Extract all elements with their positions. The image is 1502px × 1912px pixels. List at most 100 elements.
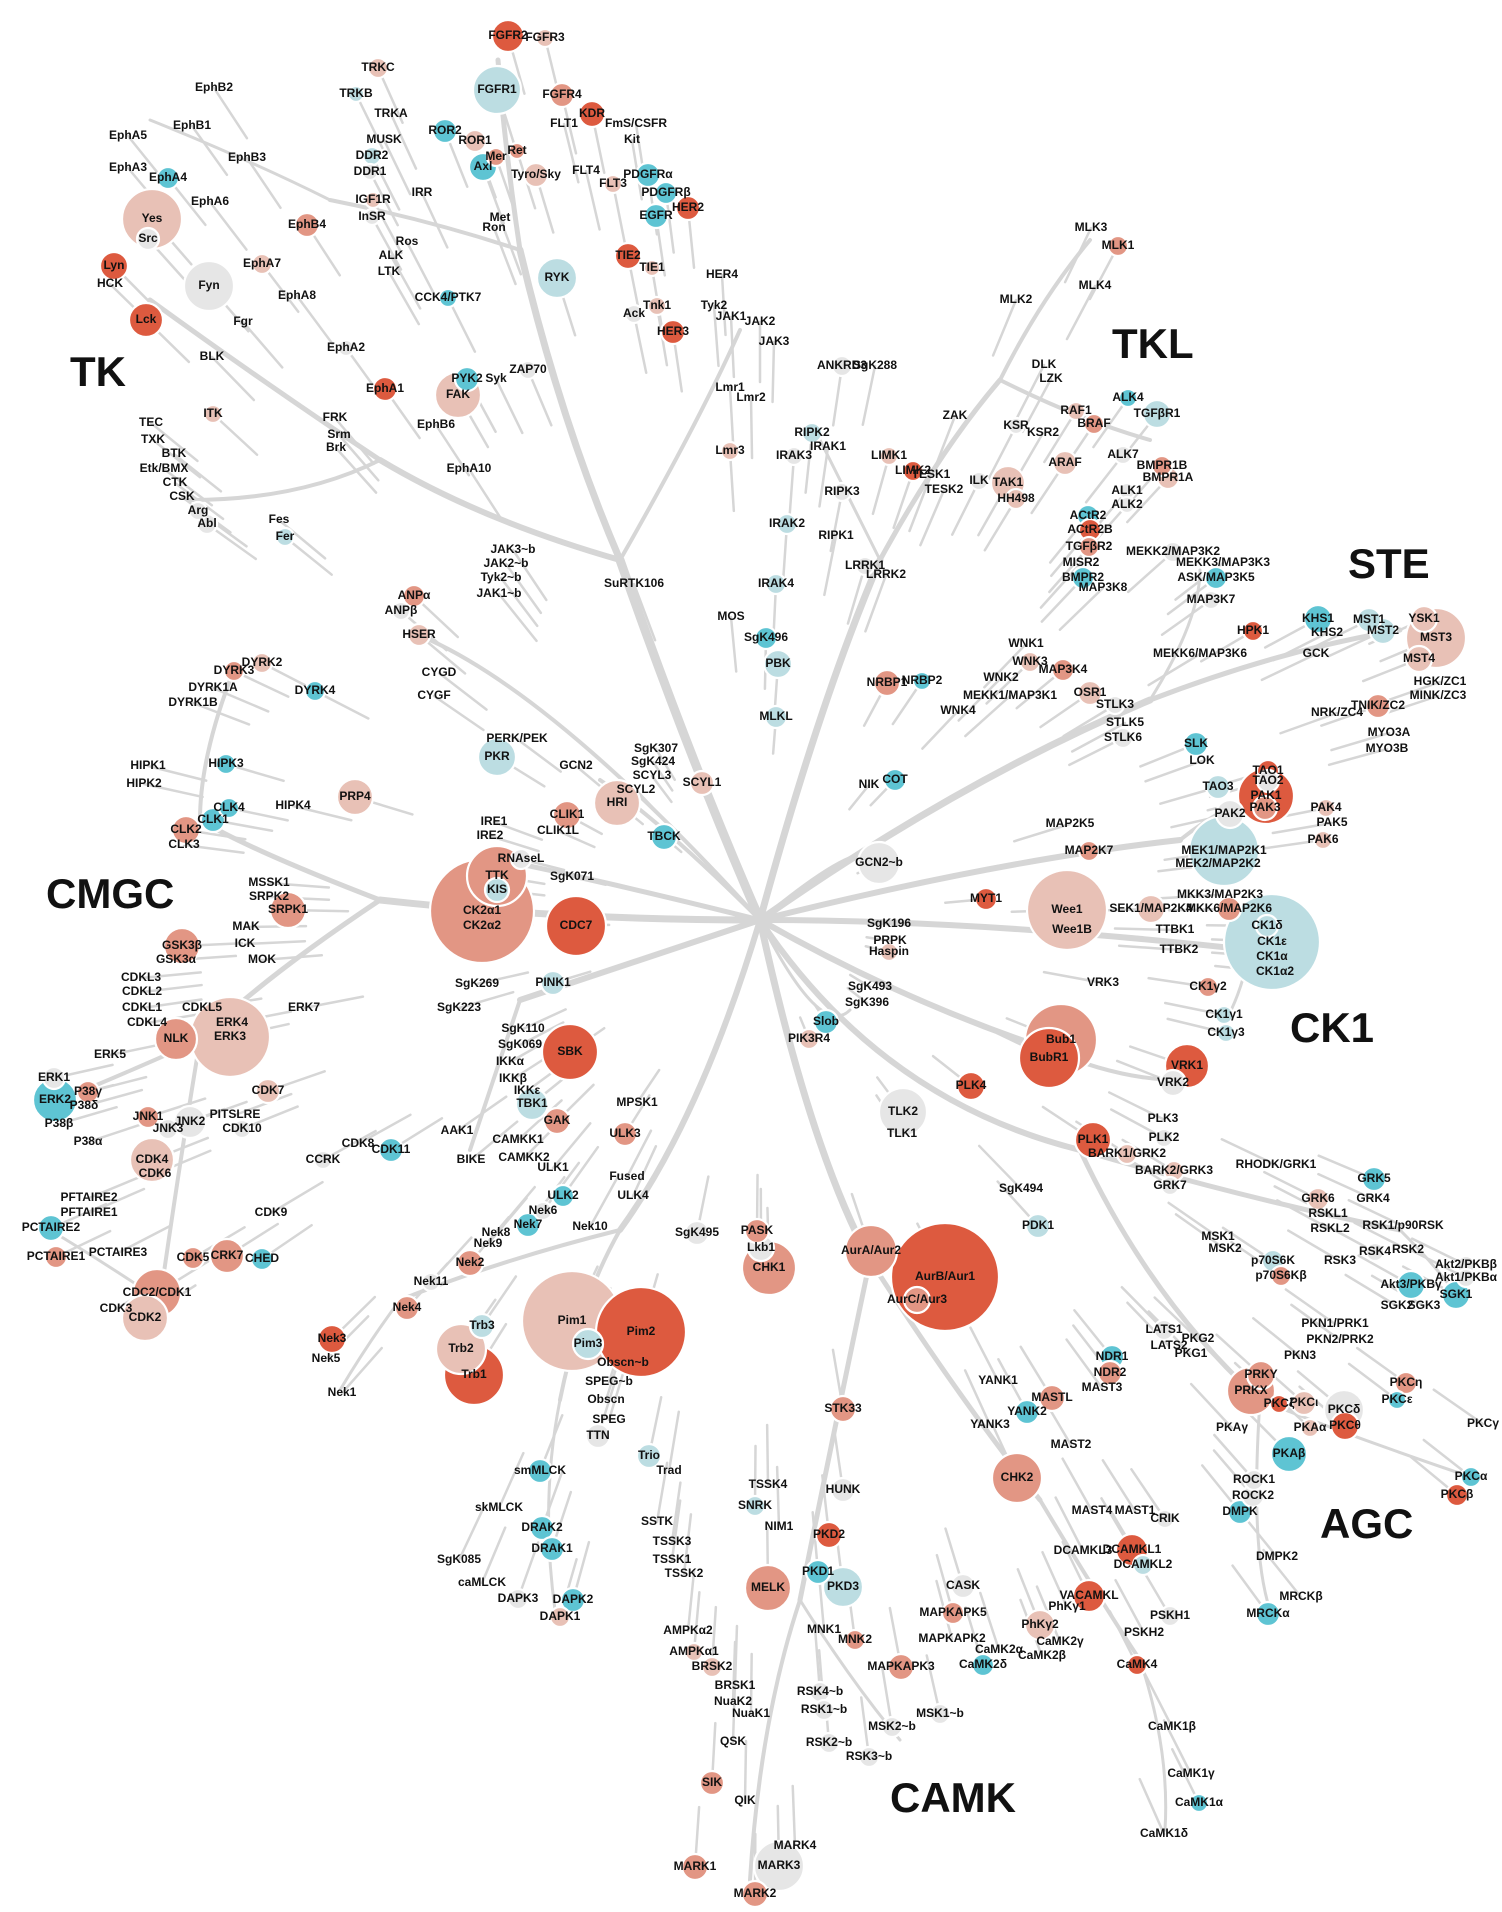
kinase-label-tie2: TIE2 [615, 248, 641, 262]
tree-branch [1138, 1658, 1168, 1832]
kinase-label-fyn: Fyn [198, 278, 219, 292]
tree-twig [983, 642, 1028, 689]
kinase-label-mrck: MRCKα [1246, 1606, 1290, 1620]
tree-branch [338, 1298, 402, 1392]
kinase-label-rnasel: RNAseL [498, 851, 545, 865]
kinase-label-flt3: FLT3 [599, 176, 627, 190]
tree-twig [437, 671, 488, 711]
kinase-node-mrck [1254, 1600, 1282, 1628]
kinase-label-ksr: KSR [1003, 418, 1029, 432]
kinase-label-ck1: CK1α [1256, 949, 1288, 963]
kinase-label-yank2: YANK2 [1007, 1404, 1047, 1418]
kinase-node-tyro-sky [522, 161, 550, 189]
kinase-label-ttk: TTK [485, 868, 509, 882]
kinase-label-arg: Arg [188, 503, 209, 517]
kinase-label-camk2: CaMK2α [975, 1642, 1024, 1656]
kinase-node-melk [743, 1563, 793, 1613]
kinase-node-araf [1051, 449, 1079, 477]
tree-twig [488, 834, 540, 853]
tree-twig [969, 1326, 1000, 1383]
kinase-node-tao2 [1255, 768, 1281, 794]
kinase-label-zak: ZAK [943, 408, 968, 422]
kinase-label-csk: CSK [169, 489, 195, 503]
tree-branch [756, 696, 1154, 924]
kinase-label-mkk3-map2k3: MKK3/MAP2K3 [1177, 887, 1263, 901]
kinase-label-ask-map3k5: ASK/MAP3K5 [1177, 570, 1255, 584]
kinase-label-cdk9: CDK9 [255, 1205, 288, 1219]
tree-twig [212, 86, 249, 140]
kinase-label-melk: MELK [751, 1580, 785, 1594]
kinase-label-grk4: GRK4 [1356, 1191, 1390, 1205]
kinase-label-pdk1: PDK1 [1022, 1218, 1054, 1232]
kinase-label-igf1r: IGF1R [355, 192, 391, 206]
kinase-label-sgk196: SgK196 [867, 916, 911, 930]
kinase-label-fgr: Fgr [233, 314, 253, 328]
kinase-label-msk1: MSK1 [1201, 1229, 1235, 1243]
kinase-label-sik: SIK [702, 1775, 722, 1789]
kinase-node-hpk1 [1241, 619, 1265, 643]
kinase-label-camk2: CaMK2γ [1036, 1634, 1084, 1648]
kinase-label-dapk2: DAPK2 [553, 1592, 594, 1606]
kinase-node-trkb [346, 84, 366, 104]
tree-twig [733, 1624, 739, 1688]
kinase-label-trad: Trad [656, 1463, 681, 1477]
kinase-label-stlk6: STLK6 [1104, 730, 1142, 744]
kinase-label-pkc: PKCι [1290, 1395, 1319, 1409]
kinase-label-gsk3: GSK3β [162, 938, 202, 952]
tree-branch [148, 118, 332, 202]
kinase-node-pkc [1393, 1370, 1419, 1396]
kinase-label-epha8: EphA8 [278, 288, 316, 302]
tree-twig [1065, 1338, 1104, 1390]
tree-twig [729, 615, 738, 673]
kinase-node-nek6 [532, 1200, 554, 1222]
group-label-agc: AGC [1320, 1500, 1413, 1547]
tree-twig [654, 747, 676, 782]
kinase-node-pdgfr [653, 180, 679, 206]
tree-twig [1327, 747, 1389, 767]
kinase-label-gck: GCK [1303, 646, 1330, 660]
kinase-label-camkk2: CAMKK2 [498, 1150, 550, 1164]
kinase-node-pkc [1459, 1465, 1483, 1489]
kinase-label-braf: BRAF [1077, 416, 1110, 430]
kinase-label-ankrd3: ANKRD3 [817, 358, 867, 372]
kinase-node-gak [542, 1106, 572, 1136]
kinase-label-erk3: ERK3 [214, 1029, 246, 1043]
kinase-label-crik: CRIK [1150, 1511, 1180, 1525]
tree-twig [1220, 1138, 1278, 1167]
kinase-node-cdk11 [377, 1136, 405, 1164]
tree-twig [1058, 586, 1105, 631]
tree-twig [434, 423, 471, 477]
kinase-label-sgk2: SGK2 [1381, 1298, 1414, 1312]
kinase-node-mapkapk3 [886, 1652, 916, 1682]
kinase-label-cdkl2: CDKL2 [122, 984, 162, 998]
kinase-label-tssk3: TSSK3 [653, 1534, 692, 1548]
kinase-label-nlk: NLK [164, 1031, 189, 1045]
tree-branch [618, 328, 742, 562]
kinase-node-slob [812, 1008, 840, 1036]
kinase-label-haspin: Haspin [869, 944, 909, 958]
kinase-label-bubr1: BubR1 [1030, 1050, 1069, 1064]
kinase-label-epha10: EphA10 [447, 461, 492, 475]
kinase-label-nrbp1: NRBP1 [867, 675, 908, 689]
kinase-label-drak1: DRAK1 [531, 1541, 573, 1555]
kinase-node-her3 [659, 318, 687, 346]
tree-twig [139, 971, 202, 980]
kinase-node-fgfr4 [548, 81, 576, 109]
tree-twig [269, 1180, 324, 1215]
tree-twig [191, 701, 251, 726]
kinase-node-raf1 [1065, 400, 1087, 422]
kinase-label-ron: Ron [482, 220, 505, 234]
tree-twig [634, 788, 660, 815]
kinase-label-cck4-ptk7: CCK4/PTK7 [415, 290, 482, 304]
kinase-label-smmlck: smMLCK [514, 1463, 566, 1477]
kinase-label-bark1-grk2: BARK1/GRK2 [1088, 1146, 1166, 1160]
kinase-label-phk-1: PhKγ1 [1048, 1599, 1086, 1613]
kinase-label-hipk3: HIPK3 [208, 756, 244, 770]
tree-twig [162, 467, 214, 507]
kinase-node-trb3 [468, 1312, 496, 1340]
kinase-label-erk2: ERK2 [39, 1092, 71, 1106]
kinase-label-map3k4: MAP3K4 [1039, 662, 1088, 676]
kinase-label-jak3-b: JAK3~b [490, 542, 535, 556]
kinase-label-mlkl: MLKL [759, 709, 792, 723]
kinase-node-map3k4 [1050, 657, 1076, 683]
